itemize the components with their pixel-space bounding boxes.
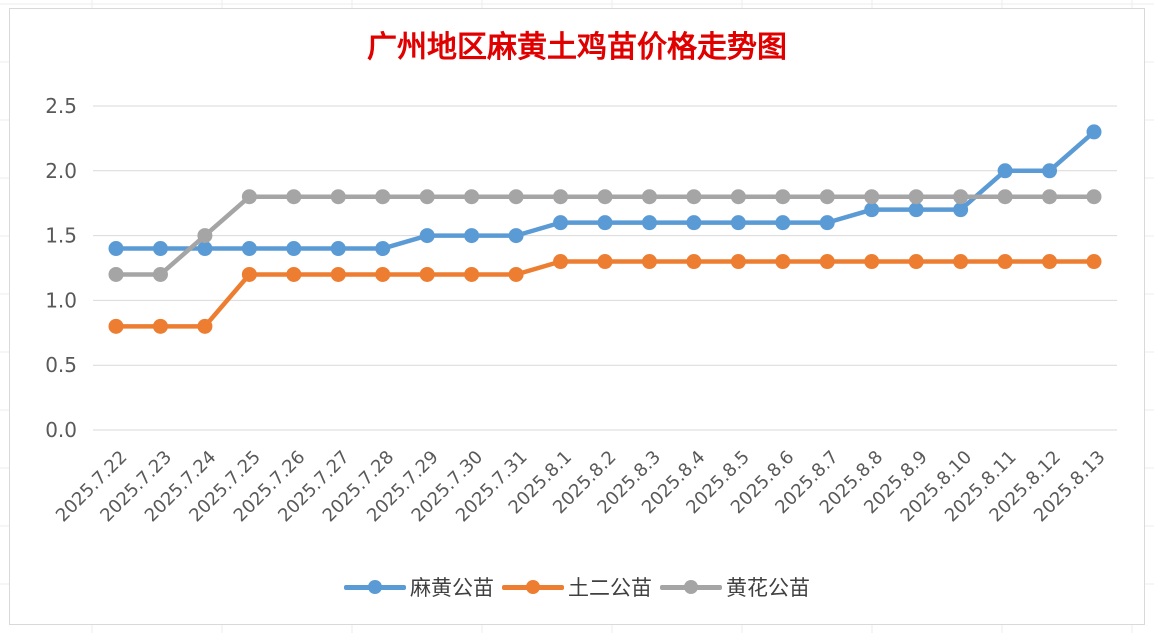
data-point <box>686 189 702 205</box>
data-point <box>997 163 1013 179</box>
data-point <box>597 254 613 270</box>
data-point <box>1042 254 1058 270</box>
data-point <box>197 318 213 334</box>
data-point <box>330 189 346 205</box>
data-point <box>197 241 213 257</box>
data-point <box>864 202 880 218</box>
data-point <box>864 254 880 270</box>
data-point <box>641 189 657 205</box>
data-point <box>641 254 657 270</box>
chart-area[interactable] <box>9 8 1145 625</box>
data-point <box>775 254 791 270</box>
legend-label: 黄花公苗 <box>726 576 810 600</box>
data-point <box>108 241 124 257</box>
data-point <box>152 318 168 334</box>
data-point <box>108 266 124 282</box>
y-tick-label: 0.5 <box>45 353 77 377</box>
data-point <box>686 215 702 231</box>
legend-swatch-icon <box>502 577 564 597</box>
data-point <box>197 228 213 244</box>
data-point <box>953 254 969 270</box>
data-point <box>464 228 480 244</box>
data-point <box>286 241 302 257</box>
data-point <box>508 189 524 205</box>
data-point <box>241 189 257 205</box>
data-point <box>152 241 168 257</box>
data-point <box>1086 189 1102 205</box>
data-point <box>730 215 746 231</box>
data-point <box>686 254 702 270</box>
legend: 麻黄公苗 土二公苗 黄花公苗 <box>0 572 1154 602</box>
y-tick-label: 1.0 <box>45 288 77 312</box>
data-point <box>553 215 569 231</box>
data-point <box>953 189 969 205</box>
legend-item: 土二公苗 <box>502 572 652 602</box>
data-point <box>819 215 835 231</box>
legend-label: 土二公苗 <box>568 576 652 600</box>
data-point <box>1086 254 1102 270</box>
data-point <box>375 189 391 205</box>
data-point <box>553 189 569 205</box>
data-point <box>152 266 168 282</box>
data-point <box>464 266 480 282</box>
data-point <box>286 266 302 282</box>
data-point <box>997 189 1013 205</box>
data-point <box>419 266 435 282</box>
legend-item: 麻黄公苗 <box>344 572 494 602</box>
y-tick-label: 0.0 <box>45 418 77 442</box>
data-point <box>419 228 435 244</box>
data-point <box>597 189 613 205</box>
data-point <box>508 266 524 282</box>
data-point <box>419 189 435 205</box>
data-point <box>908 202 924 218</box>
data-point <box>1042 163 1058 179</box>
data-point <box>641 215 657 231</box>
data-point <box>819 189 835 205</box>
data-point <box>908 189 924 205</box>
data-point <box>775 189 791 205</box>
data-point <box>241 266 257 282</box>
chart-title: 广州地区麻黄土鸡苗价格走势图 <box>367 30 787 65</box>
legend-item: 黄花公苗 <box>660 572 810 602</box>
data-point <box>330 266 346 282</box>
data-point <box>908 254 924 270</box>
data-point <box>730 254 746 270</box>
data-point <box>997 254 1013 270</box>
data-point <box>1042 189 1058 205</box>
data-point <box>819 254 835 270</box>
data-point <box>464 189 480 205</box>
data-point <box>864 189 880 205</box>
data-point <box>286 189 302 205</box>
data-point <box>108 318 124 334</box>
legend-label: 麻黄公苗 <box>410 576 494 600</box>
data-point <box>508 228 524 244</box>
data-point <box>553 254 569 270</box>
data-point <box>241 241 257 257</box>
data-point <box>953 202 969 218</box>
y-tick-label: 2.5 <box>45 94 77 118</box>
legend-swatch-icon <box>660 577 722 597</box>
legend-swatch-icon <box>344 577 406 597</box>
data-point <box>775 215 791 231</box>
data-point <box>330 241 346 257</box>
data-point <box>730 189 746 205</box>
data-point <box>375 266 391 282</box>
data-point <box>1086 124 1102 140</box>
y-tick-label: 2.0 <box>45 159 77 183</box>
data-point <box>597 215 613 231</box>
y-tick-label: 1.5 <box>45 224 77 248</box>
data-point <box>375 241 391 257</box>
series-line <box>113 259 1097 329</box>
